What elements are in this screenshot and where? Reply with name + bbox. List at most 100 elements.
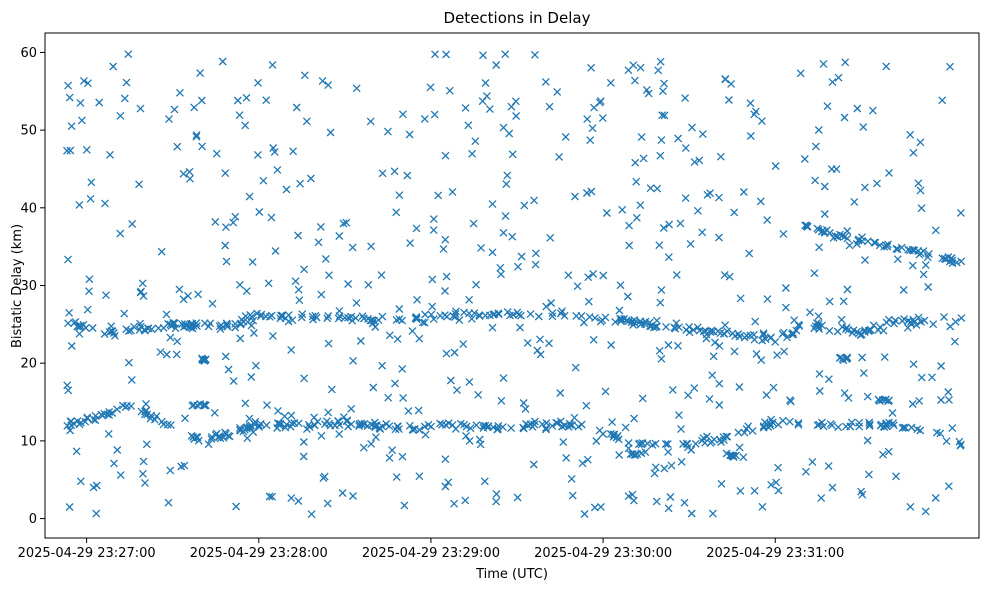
data-point	[685, 328, 694, 337]
data-point	[269, 144, 278, 152]
data-point	[221, 352, 230, 361]
data-point	[468, 149, 477, 158]
data-point	[322, 417, 331, 426]
data-point	[420, 422, 429, 431]
data-point	[461, 496, 470, 505]
data-point	[222, 430, 230, 438]
data-point	[164, 498, 173, 507]
data-point	[507, 424, 516, 433]
data-point	[287, 419, 296, 428]
data-point	[271, 247, 280, 255]
data-point	[646, 184, 655, 193]
data-point	[428, 302, 437, 311]
data-point	[534, 312, 543, 321]
data-point	[450, 348, 459, 357]
data-point	[66, 146, 75, 155]
data-point	[70, 318, 79, 327]
data-point	[242, 93, 251, 102]
data-point	[801, 467, 810, 476]
data-point	[956, 441, 965, 450]
data-point	[865, 418, 874, 427]
data-point	[833, 232, 842, 241]
data-point	[664, 504, 673, 513]
data-point	[476, 440, 485, 449]
data-point	[76, 477, 85, 486]
data-point	[326, 128, 335, 137]
data-point	[715, 341, 724, 350]
data-point	[526, 420, 535, 429]
data-point	[637, 133, 646, 142]
data-point	[63, 146, 71, 155]
data-point	[823, 102, 832, 111]
data-point	[917, 204, 926, 213]
data-point	[398, 364, 407, 373]
data-point	[579, 318, 588, 327]
data-point	[360, 420, 369, 428]
data-point	[139, 457, 148, 466]
data-point	[420, 318, 429, 327]
data-point	[657, 136, 666, 145]
data-point	[657, 286, 666, 295]
data-point	[64, 386, 73, 395]
data-point	[222, 319, 231, 328]
data-point	[608, 418, 617, 427]
data-point	[421, 430, 430, 439]
data-point	[294, 231, 303, 240]
data-point	[703, 190, 712, 199]
data-point	[944, 482, 953, 491]
data-point	[715, 401, 724, 409]
data-point	[542, 425, 550, 434]
data-point	[530, 50, 539, 59]
data-point	[366, 117, 375, 126]
data-point	[570, 413, 579, 422]
data-point	[344, 280, 353, 288]
data-point	[728, 451, 737, 460]
data-point	[757, 356, 766, 365]
data-point	[601, 387, 610, 396]
data-point	[666, 493, 675, 501]
data-point	[664, 253, 673, 262]
data-point	[299, 438, 308, 446]
data-point	[681, 94, 690, 103]
data-point	[229, 218, 238, 227]
data-point	[231, 323, 240, 332]
data-point	[290, 419, 299, 427]
data-point	[944, 388, 953, 396]
data-point	[736, 294, 745, 303]
data-point	[274, 419, 283, 428]
data-point	[698, 228, 707, 237]
data-point	[909, 148, 918, 157]
data-point	[601, 313, 610, 322]
data-point	[708, 509, 717, 518]
data-point	[138, 469, 147, 478]
data-point	[942, 437, 951, 446]
data-point	[524, 421, 533, 430]
data-point	[781, 284, 790, 292]
data-point	[497, 270, 505, 279]
data-point	[763, 295, 772, 304]
data-point	[824, 375, 833, 384]
data-point	[828, 483, 837, 492]
data-point	[245, 414, 254, 423]
data-point	[391, 379, 399, 388]
data-point	[893, 245, 902, 254]
data-point	[625, 241, 634, 250]
data-point	[701, 327, 710, 335]
data-point	[221, 241, 230, 250]
data-point	[735, 443, 744, 452]
data-point	[708, 371, 717, 380]
data-point	[843, 285, 852, 294]
data-point	[431, 50, 439, 59]
data-point	[606, 430, 615, 438]
data-point	[721, 75, 730, 84]
data-point	[352, 298, 361, 307]
data-point	[940, 254, 949, 263]
data-point	[324, 311, 333, 320]
data-point	[763, 216, 772, 225]
data-point	[584, 297, 593, 306]
data-point	[169, 320, 178, 329]
data-point	[339, 219, 348, 228]
data-point	[83, 79, 92, 88]
data-point	[891, 316, 900, 325]
data-point	[316, 222, 325, 231]
